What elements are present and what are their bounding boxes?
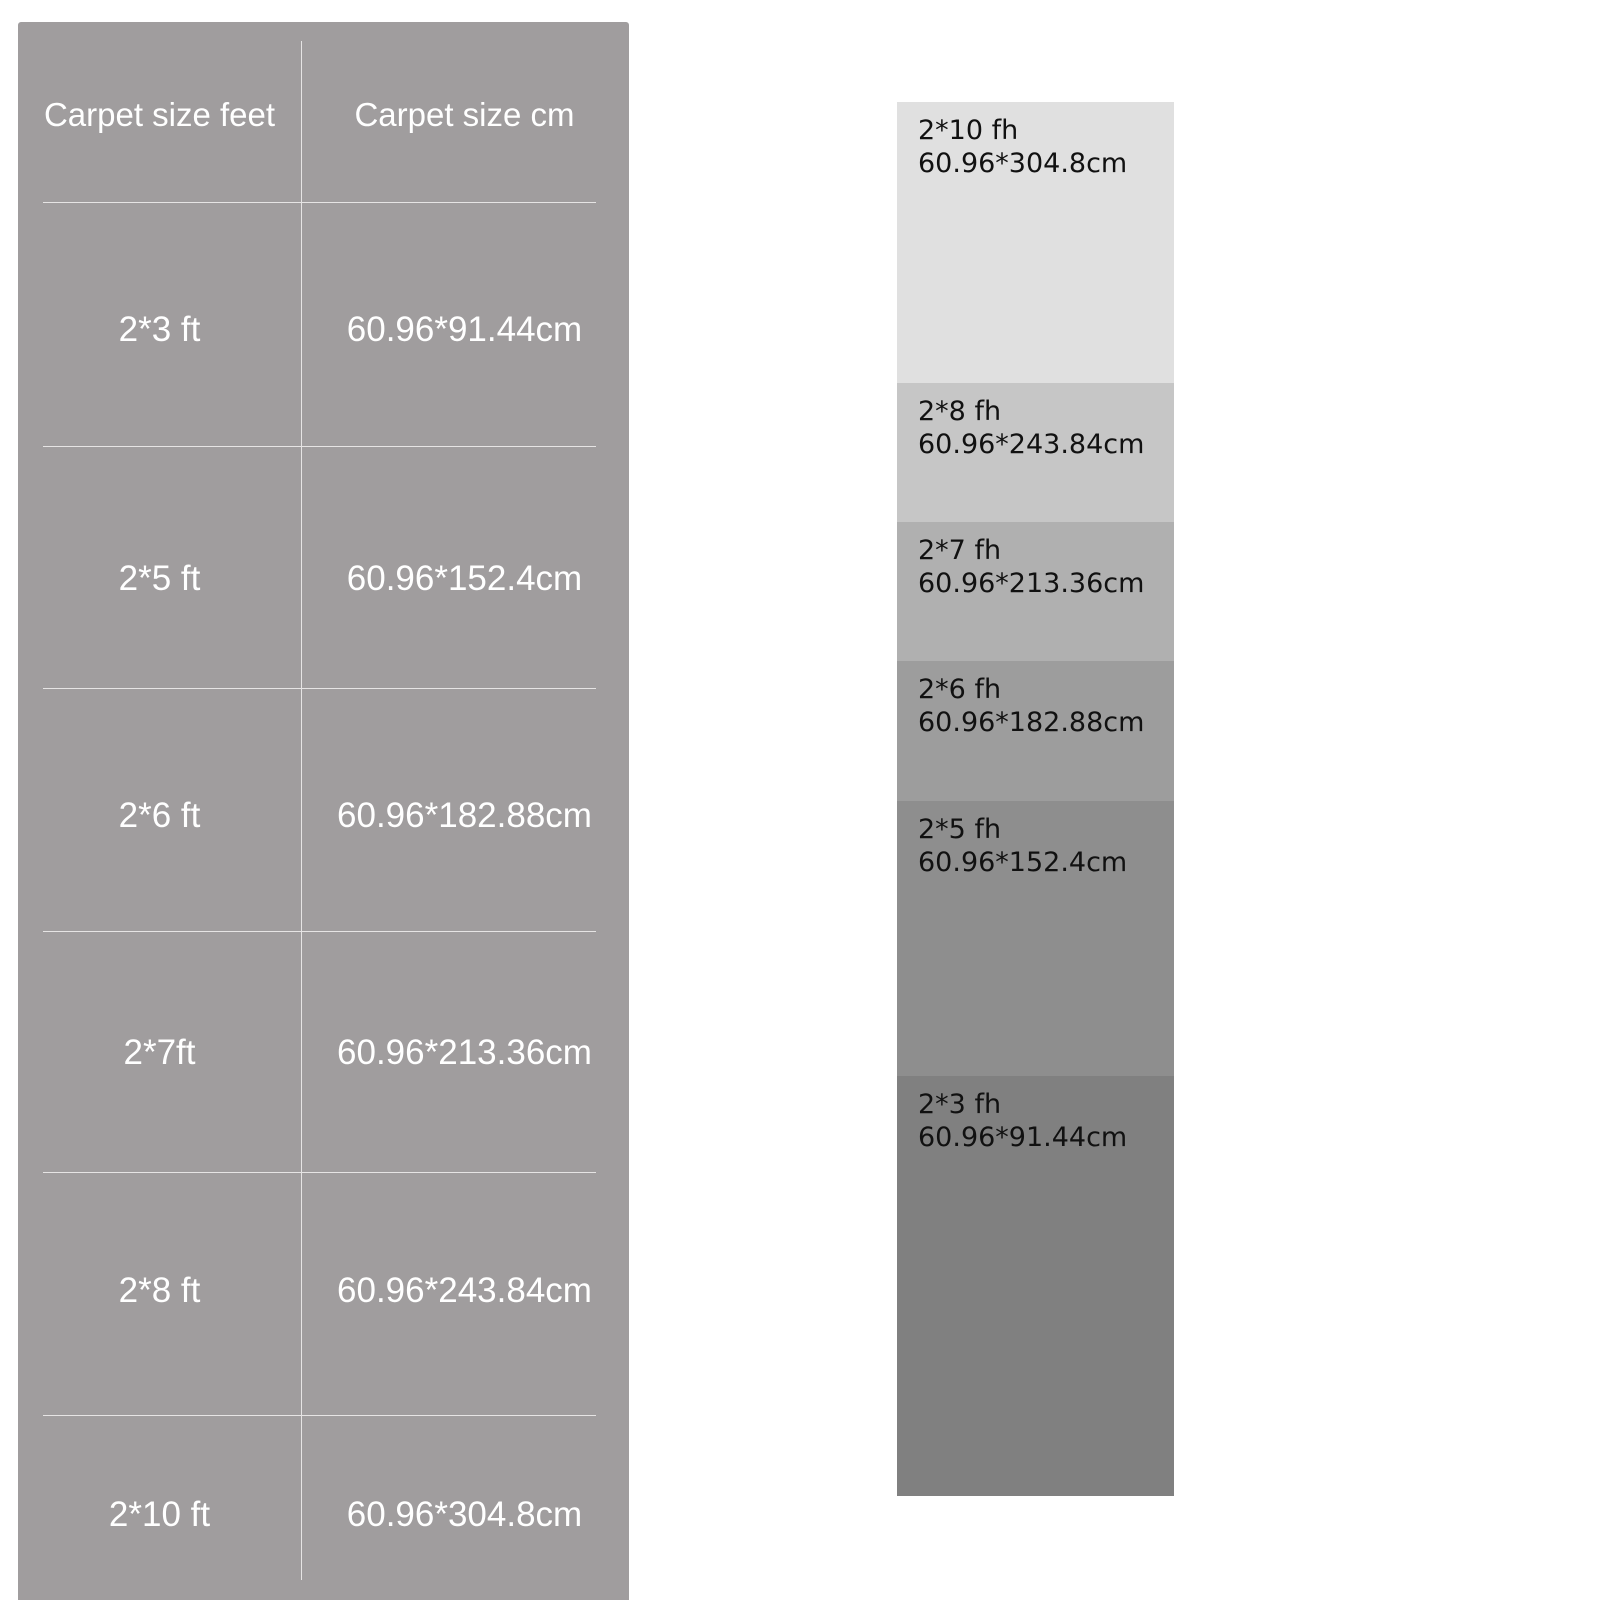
size-block: 2*6 fh 60.96*182.88cm [897, 661, 1174, 801]
table-cell: 2*6 ft [118, 796, 201, 835]
header-cell: Carpet size feet [43, 96, 276, 133]
table-cell: 2*3 ft [118, 310, 201, 349]
block-size: 2*10 fh [918, 115, 1019, 146]
block-size: 2*6 fh [918, 674, 1002, 705]
header-cell: Carpet size cm [354, 96, 575, 133]
column-divider [301, 41, 302, 1580]
block-cm: 60.96*213.36cm [918, 568, 1145, 599]
size-block: 2*10 fh 60.96*304.8cm [897, 102, 1174, 383]
size-block: 2*3 fh 60.96*91.44cm [897, 1076, 1174, 1496]
row-divider [43, 446, 596, 447]
table-cell: 60.96*182.88cm [337, 796, 592, 835]
table-cell: 2*7ft [123, 1033, 196, 1072]
block-cm: 60.96*243.84cm [918, 429, 1145, 460]
row-divider [43, 1172, 596, 1173]
row-divider [43, 202, 596, 203]
size-table [18, 22, 629, 1600]
table-cell: 60.96*213.36cm [337, 1033, 592, 1072]
block-size: 2*7 fh [918, 535, 1002, 566]
block-cm: 60.96*304.8cm [918, 148, 1128, 179]
block-size: 2*3 fh [918, 1089, 1002, 1120]
block-cm: 60.96*182.88cm [918, 707, 1145, 738]
row-divider [43, 1415, 596, 1416]
block-cm: 60.96*152.4cm [918, 847, 1128, 878]
table-cell: 2*5 ft [118, 559, 201, 598]
table-cell: 60.96*243.84cm [337, 1271, 592, 1310]
table-cell: 60.96*152.4cm [346, 559, 583, 598]
size-block: 2*7 fh 60.96*213.36cm [897, 522, 1174, 661]
block-size: 2*8 fh [918, 396, 1002, 427]
table-cell: 60.96*91.44cm [346, 310, 583, 349]
row-divider [43, 931, 596, 932]
table-cell: 2*8 ft [118, 1271, 201, 1310]
size-block: 2*8 fh 60.96*243.84cm [897, 383, 1174, 522]
table-cell: 2*10 ft [108, 1495, 211, 1534]
block-size: 2*5 fh [918, 814, 1002, 845]
table-cell: 60.96*304.8cm [346, 1495, 583, 1534]
block-cm: 60.96*91.44cm [918, 1122, 1128, 1153]
row-divider [43, 688, 596, 689]
size-block: 2*5 fh 60.96*152.4cm [897, 801, 1174, 1076]
